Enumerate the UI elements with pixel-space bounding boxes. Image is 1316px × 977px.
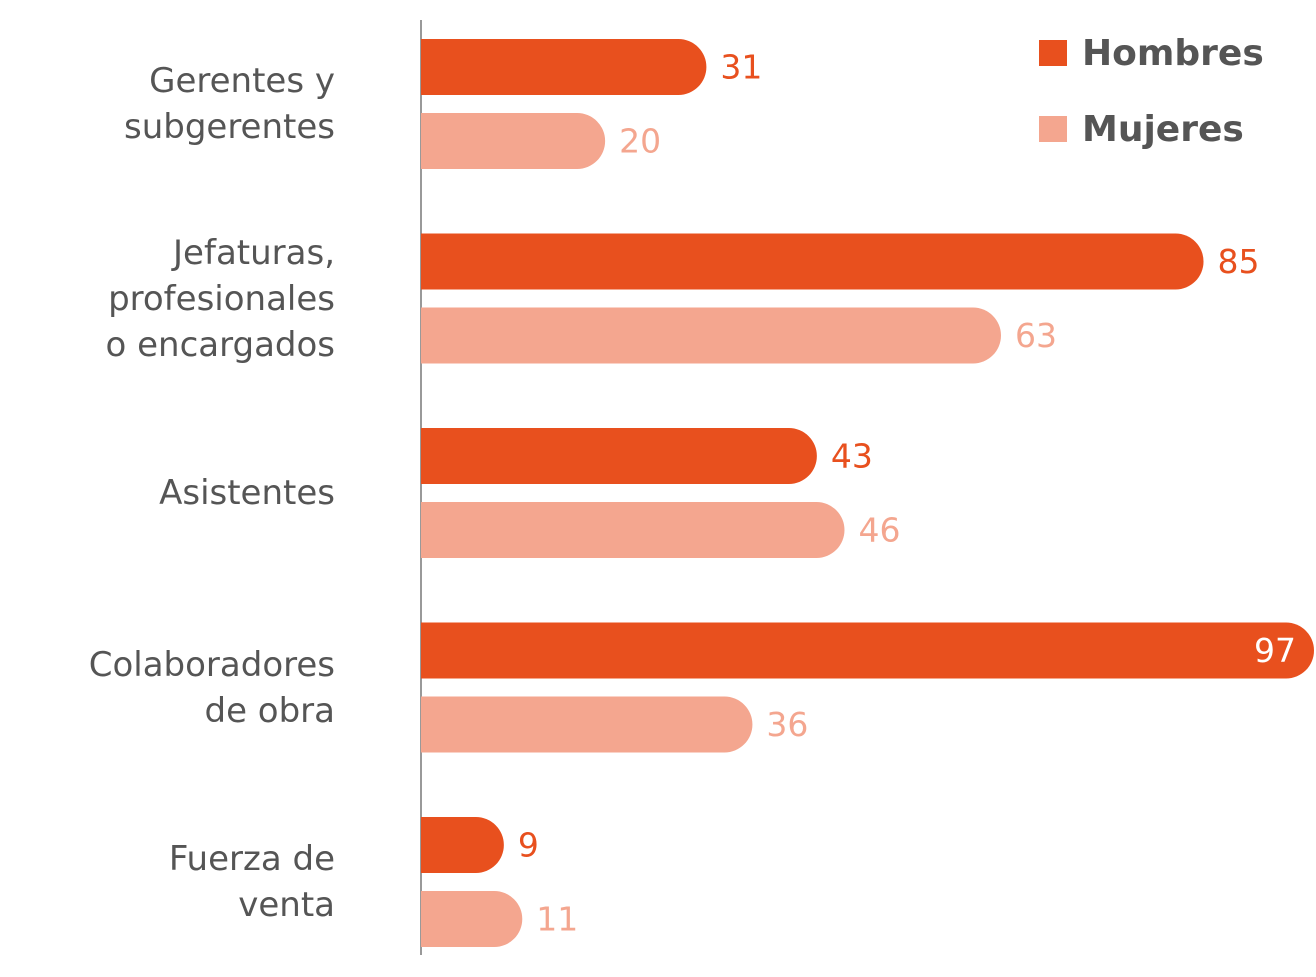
bar [421,696,753,753]
value-label: 97 [1254,631,1296,670]
category-label: Colaboradores de obra [88,644,335,731]
legend-label: Hombres [1082,33,1264,74]
value-label: 20 [619,122,661,161]
value-label: 63 [1015,316,1057,355]
bar [421,622,1314,679]
bar [421,428,817,485]
value-label: 43 [831,437,873,476]
category-label: Jefaturas, profesionales o encargados [105,232,336,365]
legend-label: Mujeres [1082,109,1244,150]
bar [421,307,1001,364]
value-label: 31 [720,48,762,87]
bar [421,817,504,874]
category-label: Fuerza de venta [168,839,335,925]
value-label: 9 [518,826,539,865]
chart: 31 20 85 63 43 46 97 36 9 11 Hombres Mujeres [420,20,1314,955]
bar [421,233,1204,290]
bar [421,113,606,170]
value-label: 85 [1218,242,1260,281]
legend-swatch [1039,116,1067,142]
bar [421,39,707,95]
value-label: 36 [766,705,808,744]
category-label: Asistentes [159,473,335,513]
legend-swatch [1039,40,1067,66]
bar [421,891,523,947]
bar [421,502,845,558]
category-label: Gerentes y subgerentes [123,61,335,147]
value-label: 11 [536,900,578,939]
value-label: 46 [858,511,900,550]
